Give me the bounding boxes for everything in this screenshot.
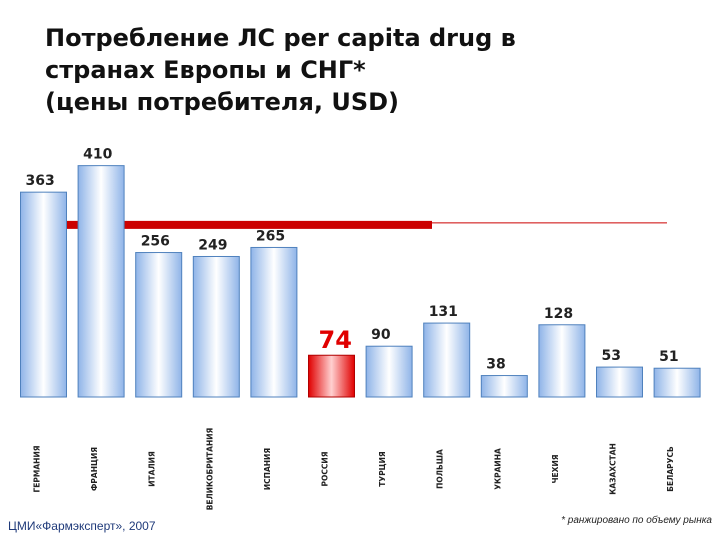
category-label-10: КАЗАХСТАН: [609, 443, 618, 495]
value-label-1: 410: [83, 147, 112, 163]
bar-6: [365, 345, 413, 398]
source-note: ЦМИ«Фармэксперт», 2007: [8, 519, 156, 533]
bar-3: [192, 255, 240, 398]
category-label-8: УКРАИНА: [493, 448, 502, 490]
value-label-6: 90: [371, 327, 391, 343]
title-line-1: Потребление ЛС per capita drug в: [45, 24, 516, 52]
category-label-2: ИТАЛИЯ: [148, 451, 157, 487]
value-label-2: 256: [141, 234, 170, 250]
value-label-10: 53: [602, 348, 621, 364]
footnote: * ранжировано по объему рынка: [561, 515, 712, 526]
category-label-6: ТУРЦИЯ: [378, 451, 387, 487]
category-label-7: ПОЛЬША: [436, 449, 445, 489]
category-label-3: ВЕЛИКОБРИТАНИЯ: [205, 427, 214, 510]
category-label-11: БЕЛАРУСЬ: [666, 446, 675, 492]
value-label-5: 74: [319, 326, 352, 354]
reference-line: [43, 220, 667, 229]
category-label-4: ИСПАНИЯ: [263, 448, 272, 490]
category-label-1: ФРАНЦИЯ: [90, 447, 99, 491]
chart-title: Потребление ЛС per capita drug в странах…: [45, 22, 685, 118]
title-line-3: (цены потребителя, USD): [45, 88, 399, 116]
bar-2: [135, 252, 183, 398]
title-line-2: странах Европы и СНГ*: [45, 56, 366, 84]
bar-11: [653, 367, 701, 398]
bar-10: [596, 366, 643, 398]
bar-8: [480, 375, 528, 398]
category-label-5: РОССИЯ: [321, 451, 330, 486]
bar-9: [538, 324, 586, 398]
value-label-4: 265: [256, 228, 285, 244]
category-label-9: ЧЕХИЯ: [551, 454, 560, 483]
bar-4: [250, 246, 298, 398]
bar-0: [20, 191, 67, 398]
value-label-11: 51: [659, 349, 678, 365]
value-label-3: 249: [198, 237, 227, 253]
value-label-8: 38: [486, 357, 505, 373]
value-label-9: 128: [544, 306, 573, 322]
value-label-0: 363: [26, 173, 55, 189]
bar-7: [423, 322, 471, 398]
bar-1: [77, 165, 125, 398]
bar-5: [308, 354, 355, 398]
category-label-0: ГЕРМАНИЯ: [33, 445, 42, 492]
value-label-7: 131: [429, 304, 458, 320]
